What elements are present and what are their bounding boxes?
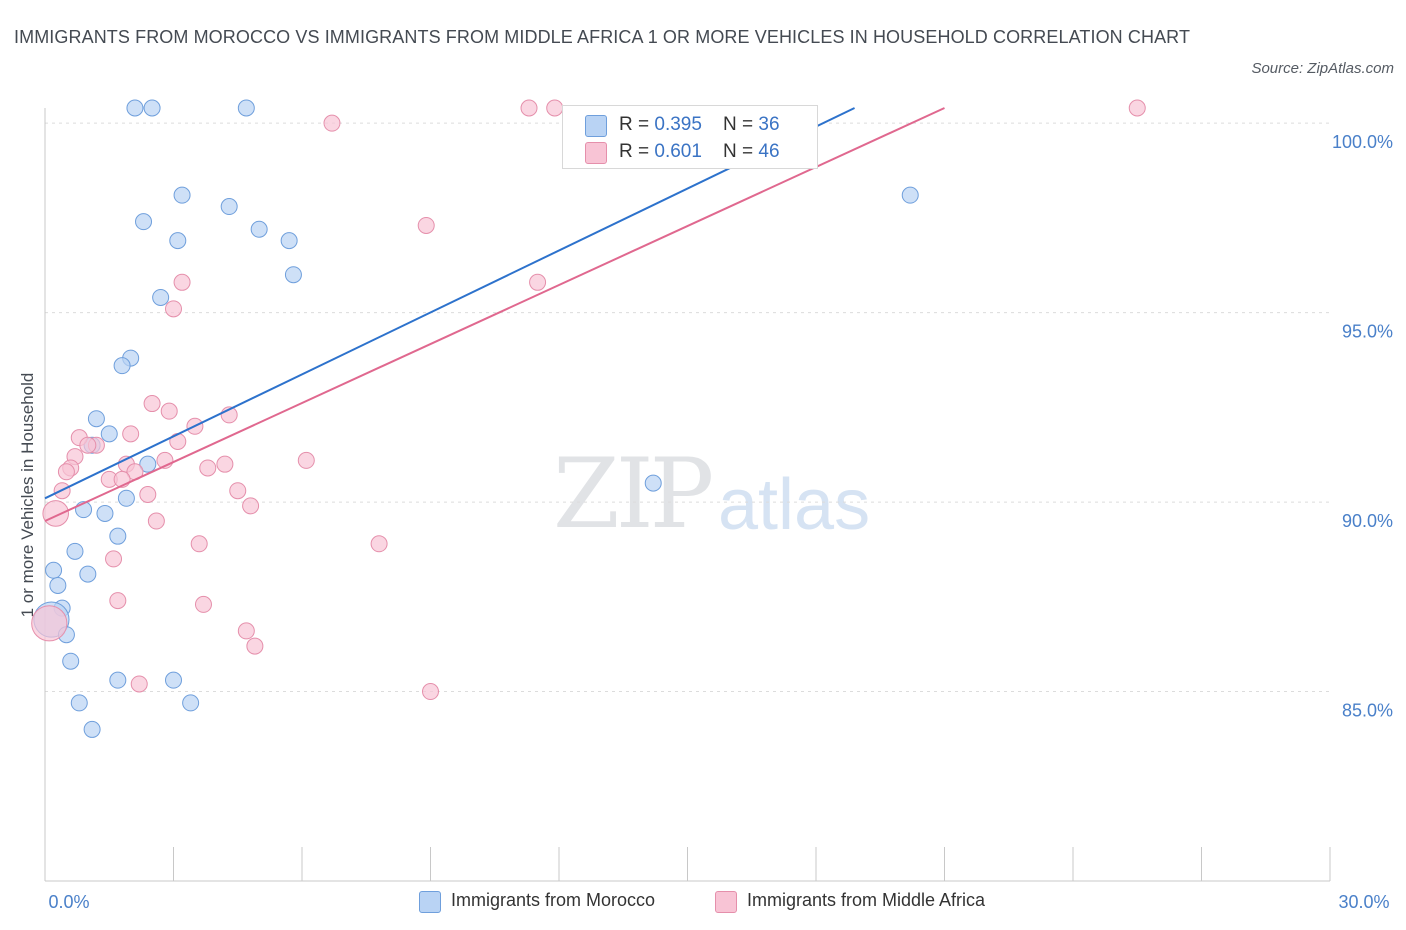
morocco-point (169, 232, 187, 250)
x-tick-label: 0.0% (48, 892, 89, 912)
morocco-point (182, 694, 200, 712)
morocco-n-label: N = (723, 114, 759, 135)
africa-r-value: 0.601 (654, 141, 702, 162)
africa-point (529, 273, 547, 291)
morocco-point (96, 504, 114, 522)
africa-point (1128, 99, 1146, 117)
africa-swatch (585, 142, 607, 164)
morocco-point (220, 198, 238, 216)
africa-point (242, 497, 260, 515)
morocco-n-value: 36 (758, 114, 780, 135)
morocco-point (79, 565, 97, 583)
africa-legend-swatch (715, 891, 737, 913)
africa-point (237, 622, 255, 640)
africa-point (139, 486, 157, 503)
africa-point (370, 535, 388, 553)
africa-legend-label: Immigrants from Middle Africa (747, 890, 986, 910)
africa-point (173, 273, 191, 291)
watermark-atlas: atlas (718, 465, 871, 545)
africa-point (417, 216, 435, 234)
morocco-legend-swatch (419, 891, 441, 913)
africa-point (109, 592, 127, 610)
morocco-point (139, 455, 157, 473)
africa-point (57, 463, 75, 481)
morocco-point (143, 99, 161, 117)
africa-point (520, 99, 538, 117)
africa-point (105, 550, 123, 568)
africa-point (130, 675, 148, 693)
africa-point (194, 595, 212, 613)
morocco-point (62, 652, 80, 670)
y-tick-label: 90.0% (1342, 511, 1393, 531)
africa-point (229, 482, 247, 500)
africa-n-label: N = (723, 141, 759, 162)
africa-point (546, 99, 564, 117)
africa-point (160, 402, 178, 420)
series-africa-points (31, 99, 1146, 701)
morocco-point (45, 561, 63, 579)
africa-point (190, 535, 208, 553)
africa-trend-line (44, 107, 945, 522)
morocco-point (250, 220, 268, 238)
morocco-point (117, 489, 135, 507)
morocco-point (109, 527, 127, 545)
morocco-point (644, 474, 662, 492)
morocco-point (109, 671, 127, 689)
morocco-point (135, 213, 153, 231)
africa-point (323, 114, 341, 132)
tick-labels: 100.0% 95.0% 90.0% 85.0% 0.0% 30.0% (48, 132, 1393, 912)
morocco-point (87, 410, 105, 428)
source-label: Source: ZipAtlas.com (1251, 60, 1394, 77)
morocco-swatch (585, 115, 607, 137)
stats-legend: R = 0.395 N = 36 R = 0.601 N = 46 (562, 105, 818, 169)
morocco-point (126, 99, 144, 117)
grid-lines (45, 122, 1330, 693)
morocco-point (100, 425, 118, 443)
africa-point (169, 432, 187, 450)
africa-point (42, 500, 70, 527)
africa-point (246, 637, 264, 655)
morocco-trend-line (44, 107, 855, 500)
morocco-r-label: R = (619, 114, 655, 135)
morocco-point (83, 720, 101, 738)
morocco-point (70, 694, 88, 712)
trend-lines (44, 107, 945, 522)
morocco-point (49, 576, 67, 594)
morocco-point (113, 357, 131, 375)
morocco-point (237, 99, 255, 117)
morocco-legend-label: Immigrants from Morocco (451, 890, 656, 910)
y-tick-label: 85.0% (1342, 701, 1393, 721)
africa-point (199, 459, 217, 477)
africa-point (216, 455, 234, 473)
x-tick-label: 30.0% (1338, 892, 1389, 912)
morocco-r-value: 0.395 (654, 114, 702, 135)
watermark-zip: ZIP (553, 438, 714, 550)
africa-point (143, 395, 161, 413)
y-tick-label: 100.0% (1332, 132, 1393, 152)
morocco-point (165, 671, 182, 689)
chart-title: IMMIGRANTS FROM MOROCCO VS IMMIGRANTS FR… (14, 27, 1191, 47)
y-tick-label: 95.0% (1342, 322, 1393, 342)
africa-point (297, 451, 315, 469)
morocco-point (173, 186, 191, 204)
africa-point (79, 436, 97, 454)
africa-point (147, 512, 165, 530)
series-morocco-points (33, 99, 919, 738)
morocco-point (280, 232, 298, 250)
africa-point (122, 425, 140, 443)
africa-point (165, 300, 182, 318)
africa-n-value: 46 (758, 141, 780, 162)
africa-point (31, 605, 68, 642)
morocco-point (152, 288, 170, 306)
morocco-point (66, 542, 84, 560)
morocco-point (284, 266, 302, 284)
axes (44, 108, 1331, 882)
morocco-point (901, 186, 919, 204)
africa-r-label: R = (619, 141, 655, 162)
africa-point (422, 683, 439, 701)
